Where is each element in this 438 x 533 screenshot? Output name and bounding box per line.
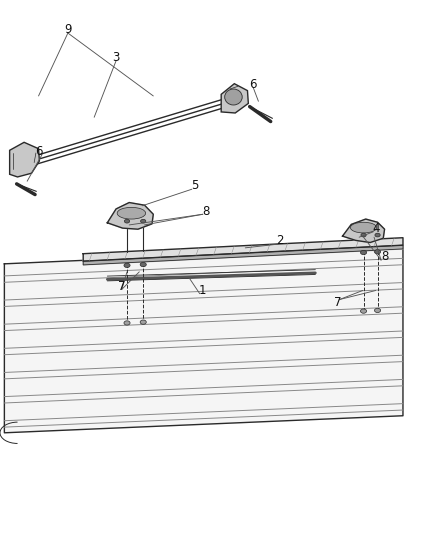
Polygon shape: [10, 142, 39, 177]
Text: 6: 6: [35, 146, 42, 158]
Polygon shape: [4, 246, 403, 433]
Ellipse shape: [124, 321, 130, 325]
Ellipse shape: [117, 207, 145, 219]
Text: 8: 8: [381, 251, 388, 263]
Text: 7: 7: [333, 296, 341, 309]
Text: 8: 8: [202, 205, 209, 217]
Ellipse shape: [124, 263, 130, 268]
Text: 1: 1: [199, 284, 207, 297]
Text: 4: 4: [372, 222, 380, 235]
Ellipse shape: [124, 220, 130, 223]
Polygon shape: [221, 84, 248, 113]
Text: 2: 2: [276, 235, 284, 247]
Ellipse shape: [141, 220, 146, 223]
Text: 7: 7: [118, 280, 126, 293]
Polygon shape: [83, 238, 403, 261]
Ellipse shape: [374, 308, 381, 312]
Ellipse shape: [360, 251, 367, 255]
Ellipse shape: [140, 320, 146, 324]
Ellipse shape: [225, 89, 242, 105]
Polygon shape: [343, 219, 385, 243]
Ellipse shape: [375, 233, 380, 237]
Text: 9: 9: [64, 23, 72, 36]
Ellipse shape: [140, 262, 146, 266]
Ellipse shape: [350, 222, 377, 233]
Ellipse shape: [374, 249, 381, 254]
Text: 6: 6: [249, 78, 257, 91]
Ellipse shape: [360, 309, 367, 313]
Polygon shape: [83, 245, 403, 265]
Ellipse shape: [361, 233, 366, 237]
Text: 5: 5: [191, 179, 198, 192]
Polygon shape: [107, 203, 153, 229]
Text: 3: 3: [113, 51, 120, 64]
